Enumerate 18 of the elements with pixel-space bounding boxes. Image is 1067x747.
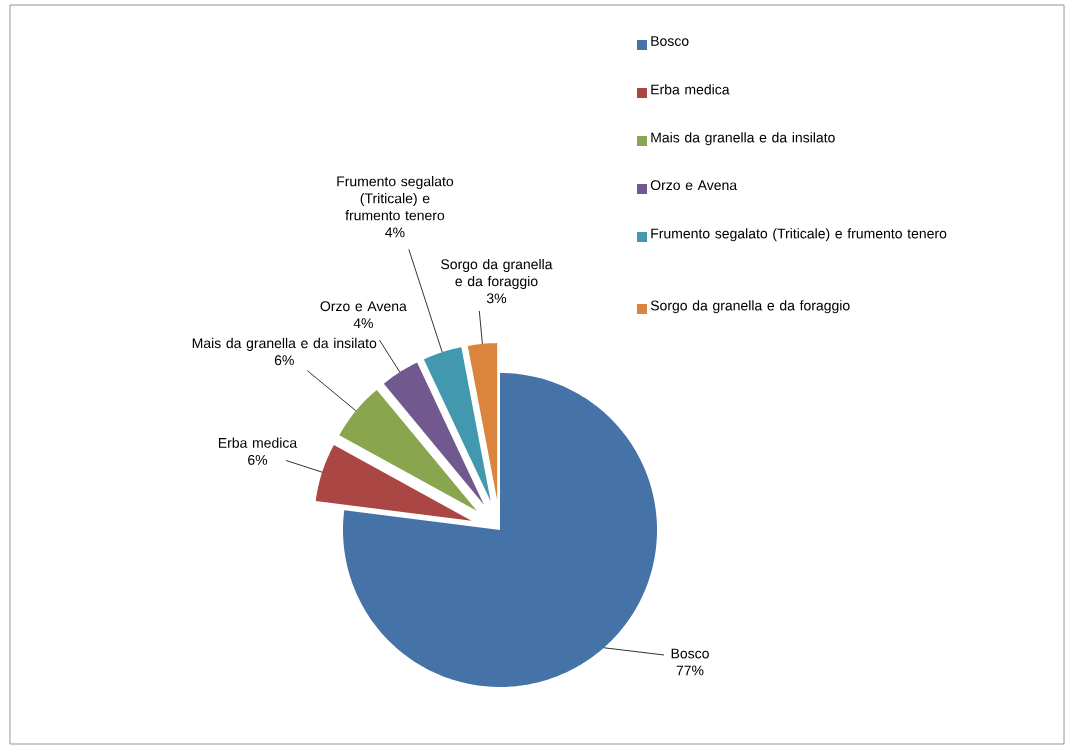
legend-label: Frumento segalato (Triticale) e frumento tenero	[651, 228, 947, 242]
data-label: 6%	[248, 454, 268, 465]
data-label: 6%	[274, 355, 294, 366]
slice-label: Bosco	[671, 648, 709, 659]
legend-label: Orzo e Avena	[650, 180, 738, 191]
slice-label: Mais da granella e da insilato	[192, 337, 377, 351]
legend-label: Sorgo da granella e da foraggio	[650, 300, 850, 314]
slice-label: Frumento segalato (Triticale) e frumento tenero	[337, 176, 454, 221]
slice-label: Sorgo da granella e da foraggio	[441, 258, 553, 290]
slice-label: Orzo e Avena	[320, 301, 407, 312]
data-label: 3%	[486, 293, 507, 304]
data-label: 77%	[676, 665, 704, 676]
data-label: 4%	[353, 318, 373, 329]
legend-label: Bosco	[651, 36, 689, 46]
slice-label: Erba medica	[218, 437, 298, 448]
legend-label: Mais da granella e da insilato	[651, 132, 835, 146]
legend-label: Erba medica	[651, 84, 730, 95]
data-label: 4%	[385, 227, 405, 238]
